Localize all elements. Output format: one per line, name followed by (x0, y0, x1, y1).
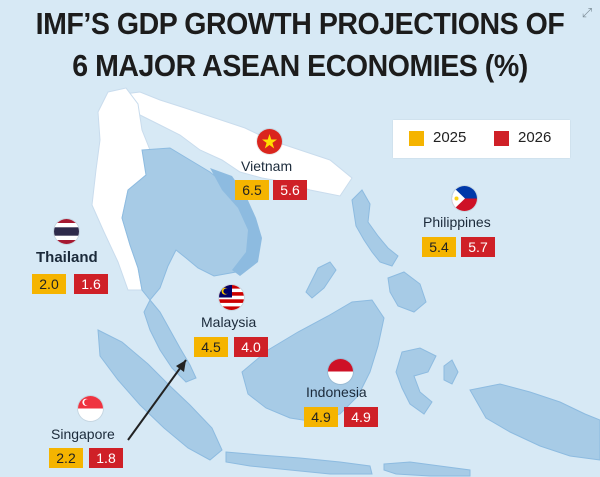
thailand-flag-icon (54, 219, 79, 244)
indonesia-2025-value: 4.9 (304, 407, 338, 427)
papua-land (469, 383, 600, 461)
philippines-south-land (387, 271, 427, 313)
singapore-pointer-head (176, 360, 186, 372)
java-land (225, 451, 373, 475)
thailand-label: Thailand (36, 249, 98, 266)
china-land (114, 91, 353, 197)
legend: 2025 2026 (393, 120, 570, 158)
vietnam-label: Vietnam (241, 158, 293, 174)
malaysia-2025-value: 4.5 (194, 337, 228, 357)
vietnam-flag-icon (257, 129, 282, 154)
legend-2025-label: 2025 (433, 129, 467, 146)
singapore-2026-value: 1.8 (89, 448, 123, 468)
indonesia-flag-icon (328, 359, 353, 384)
malaysia-label: Malaysia (201, 314, 257, 330)
borneo-land (241, 299, 385, 423)
malaysia-2026-value: 4.0 (234, 337, 268, 357)
nusa-tenggara-land (383, 461, 471, 477)
vietnam-2026-value: 5.6 (273, 180, 307, 200)
sulawesi-land (395, 347, 437, 415)
singapore-pointer-line (127, 359, 187, 441)
philippines-2025-value: 5.4 (422, 237, 456, 257)
chart-title-line-1: IMF’S GDP GROWTH PROJECTIONS OF (35, 6, 565, 41)
philippines-flag-icon (452, 186, 477, 211)
malay-peninsula-land (143, 299, 197, 383)
vietnam-2025-value: 6.5 (235, 180, 269, 200)
palawan-land (305, 261, 337, 299)
legend-2026-swatch (494, 131, 509, 146)
thailand-2025-value: 2.0 (32, 274, 66, 294)
legend-2025-swatch (409, 131, 424, 146)
indonesia-2026-value: 4.9 (344, 407, 378, 427)
malaysia-flag-icon (219, 285, 244, 310)
maluku-land (443, 359, 459, 385)
thailand-2026-value: 1.6 (74, 274, 108, 294)
chart-title-line-2: 6 MAJOR ASEAN ECONOMIES (%) (72, 48, 528, 83)
philippines-land (351, 189, 399, 267)
expand-icon[interactable]: ⤢ (581, 5, 593, 20)
legend-2026-label: 2026 (518, 129, 552, 146)
singapore-2025-value: 2.2 (49, 448, 83, 468)
philippines-label: Philippines (423, 214, 491, 230)
singapore-label: Singapore (51, 426, 115, 442)
vietnam-land (210, 168, 262, 276)
indonesia-label: Indonesia (306, 384, 367, 400)
singapore-flag-icon (78, 396, 103, 421)
philippines-2026-value: 5.7 (461, 237, 495, 257)
